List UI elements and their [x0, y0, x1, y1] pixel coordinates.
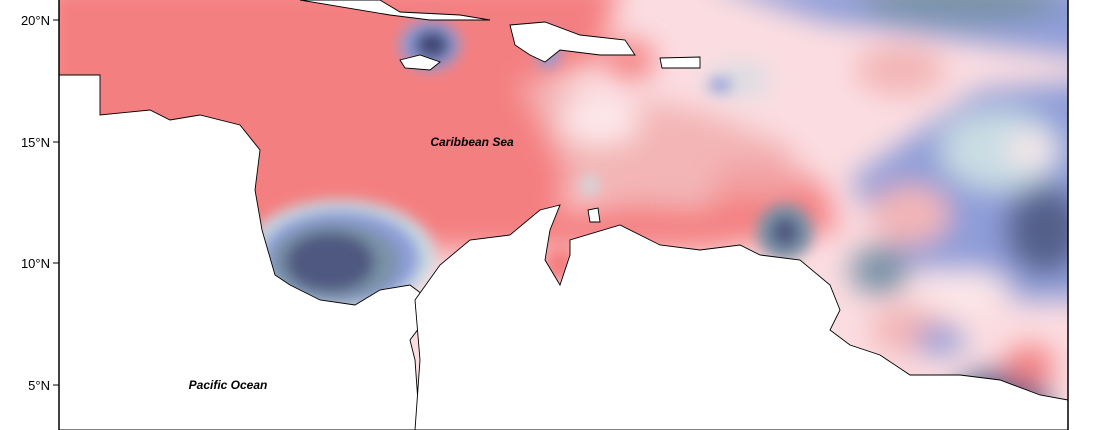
land — [59, 0, 1068, 430]
central-america — [59, 74, 431, 430]
puerto-rico — [659, 56, 701, 69]
jamaica — [399, 54, 441, 71]
hispaniola — [509, 21, 636, 63]
curacao — [587, 207, 601, 223]
map-frame — [58, 0, 1069, 430]
map-area — [59, 0, 1068, 430]
lat-label: 5°N — [28, 378, 50, 393]
lat-label: 15°N — [21, 135, 50, 150]
cuba — [299, 0, 491, 21]
field-detail — [245, 20, 813, 310]
lat-axis: 20°N 15°N 10°N 5°N — [21, 13, 59, 393]
lat-label: 20°N — [21, 13, 50, 28]
place-label: Caribbean Sea — [430, 135, 514, 149]
south-america — [414, 204, 1068, 430]
place-label: Pacific Ocean — [189, 378, 268, 392]
lat-label: 10°N — [21, 256, 50, 271]
